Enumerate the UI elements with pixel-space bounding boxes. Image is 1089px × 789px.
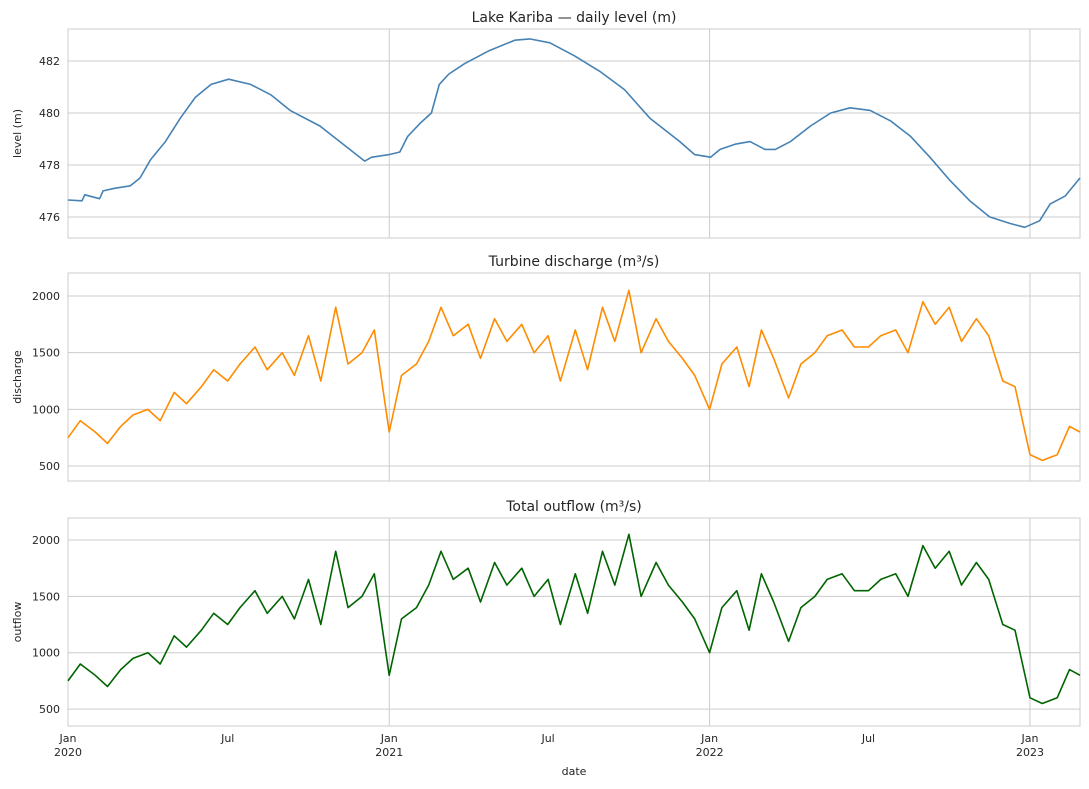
x-tick-year-label: 2020 [54,746,82,759]
axes-frame [67,28,1081,239]
chart-title: Turbine discharge (m³/s) [488,254,660,270]
y-tick-label: 500 [39,703,60,716]
y-tick-label: 478 [39,159,60,172]
x-tick-label: Jul [540,732,554,745]
panel-2: 500 1000 1500 2000 Turbine discharge (m³/s) d… [11,254,1081,482]
y-tick-label: 1500 [32,347,60,360]
x-tick-label: Jan [380,732,398,745]
y-tick-label: 1000 [32,647,60,660]
y-axis-label: discharge [11,350,24,404]
x-tick-year-label: 2023 [1016,746,1044,759]
x-tick-year-label: 2021 [375,746,403,759]
x-tick-label: Jul [220,732,234,745]
x-axis-label: date [562,765,587,778]
panel-3: 500 1000 1500 2000 Total outflow (m³/s) outfl… [11,499,1081,778]
x-tick-label: Jan [700,732,718,745]
series-line [67,289,1081,462]
x-tick-label: Jan [59,732,77,745]
axes-frame [67,517,1081,727]
y-axis-label: outflow [11,602,24,643]
y-tick-label: 1000 [32,403,60,416]
y-tick-label: 2000 [32,290,60,303]
series-line [67,38,1081,229]
series-line [67,533,1081,705]
y-tick-label: 2000 [32,534,60,547]
y-tick-label: 480 [39,107,60,120]
x-tick-label: Jul [861,732,875,745]
axes-frame [67,272,1081,482]
y-axis-label: level (m) [11,109,24,158]
y-tick-label: 482 [39,55,60,68]
panel-1: 476 478 480 482 Lake Kariba — daily level (m… [11,10,1081,239]
y-tick-label: 1500 [32,590,60,603]
y-tick-label: 476 [39,211,60,224]
y-tick-label: 500 [39,460,60,473]
x-tick-label: Jan [1020,732,1038,745]
x-tick-year-label: 2022 [696,746,724,759]
chart-title: Lake Kariba — daily level (m) [472,10,677,26]
chart-title: Total outflow (m³/s) [505,499,642,515]
